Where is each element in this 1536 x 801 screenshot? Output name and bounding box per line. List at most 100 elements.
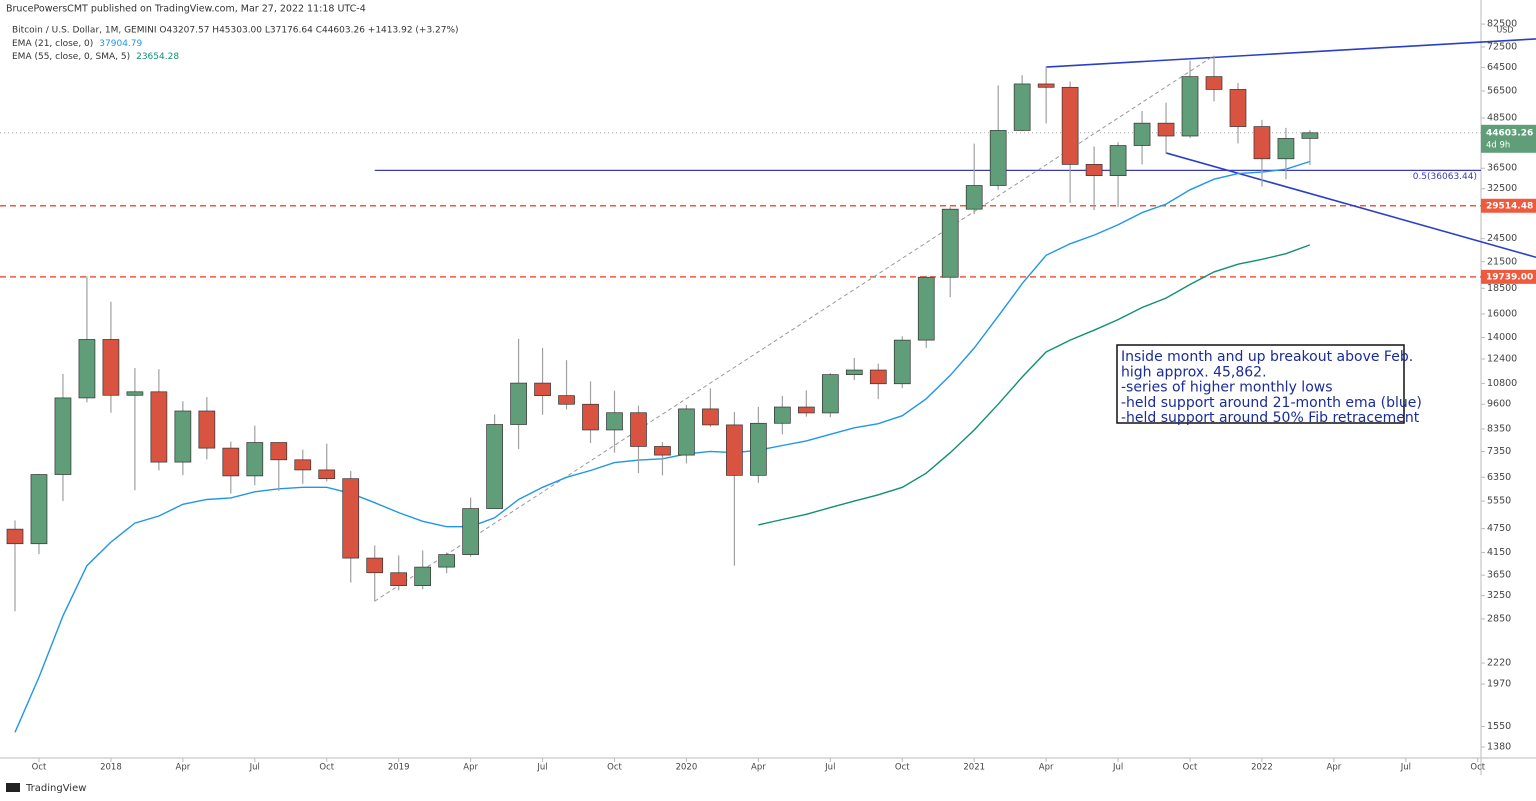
- candle-body: [1301, 132, 1319, 139]
- candle-body: [6, 528, 24, 545]
- candle-body: [845, 369, 863, 376]
- y-tick-label: 6350: [1487, 472, 1511, 483]
- candle-body: [1181, 76, 1199, 137]
- candle-body: [797, 406, 815, 414]
- candle-body: [1109, 145, 1127, 176]
- candle-body: [965, 185, 983, 210]
- annotation-line: Inside month and up breakout above Feb.: [1121, 349, 1413, 365]
- y-tick-label: 4750: [1487, 523, 1511, 534]
- y-tick-label: 21500: [1487, 256, 1517, 267]
- x-tick-label: 2021: [963, 763, 985, 773]
- y-tick-label: 36500: [1487, 163, 1517, 174]
- x-tick-label: Oct: [607, 763, 622, 773]
- candle-body: [222, 447, 240, 477]
- y-tick-label: 18500: [1487, 283, 1517, 294]
- trendline: [374, 55, 1215, 602]
- trendline: [1046, 38, 1536, 68]
- y-tick-label: 10800: [1487, 378, 1517, 389]
- candle-body: [1085, 164, 1103, 176]
- candle-body: [917, 276, 935, 341]
- y-tick-label: 12400: [1487, 354, 1517, 365]
- candle-body: [630, 412, 647, 447]
- candle-body: [1277, 138, 1295, 160]
- candle-body: [1205, 76, 1223, 90]
- candle-body: [750, 422, 767, 476]
- candle-body: [989, 130, 1007, 186]
- y-tick-label: 1970: [1487, 679, 1511, 690]
- x-tick-label: 2022: [1251, 763, 1273, 773]
- y-tick-label: 5550: [1487, 496, 1511, 507]
- candle-body: [198, 410, 216, 449]
- candle-body: [893, 339, 911, 385]
- candle-body: [678, 408, 695, 456]
- legend-entry: EMA (55, close, 0, SMA, 5) 23654.28: [12, 52, 179, 62]
- annotation-box: [1116, 344, 1405, 424]
- candle-body: [869, 369, 887, 385]
- fib-label: 0.5(36063.44): [1413, 172, 1477, 182]
- footer: TradingView: [25, 783, 86, 794]
- x-tick-label: Jul: [824, 763, 835, 773]
- annotation-line: -held support around 50% Fib retracement: [1121, 410, 1420, 426]
- annotation-line: high approx. 45,862.: [1121, 364, 1267, 380]
- y-tick-label: 1380: [1487, 742, 1511, 753]
- candle-body: [270, 442, 288, 461]
- y-tick-label: 56500: [1487, 86, 1517, 97]
- candle-body: [1061, 86, 1079, 165]
- candle-body: [821, 374, 839, 414]
- x-tick-label: Apr: [1327, 763, 1342, 773]
- x-tick-label: 2019: [388, 763, 410, 773]
- x-tick-label: Oct: [32, 763, 47, 773]
- y-tick-label: 14000: [1487, 332, 1517, 343]
- x-tick-label: Oct: [1183, 763, 1198, 773]
- price-label-box: [1481, 198, 1536, 213]
- price-label: 29514.48: [1486, 201, 1533, 211]
- candle-body: [582, 403, 599, 431]
- candle-body: [941, 208, 959, 278]
- candle-body: [462, 508, 479, 555]
- candle-body: [1013, 83, 1031, 131]
- logo: [6, 783, 20, 792]
- y-tick-label: 3250: [1487, 590, 1511, 601]
- candle-body: [318, 469, 336, 480]
- currency: USD: [1496, 26, 1513, 35]
- price-label-box: [1481, 269, 1536, 284]
- symbol-legend: Bitcoin / U.S. Dollar, 1M, GEMINI O43207…: [12, 26, 459, 36]
- candle-body: [126, 391, 144, 396]
- candle-body: [510, 382, 527, 425]
- x-tick-label: Apr: [463, 763, 478, 773]
- x-tick-label: Apr: [176, 763, 191, 773]
- candle-body: [390, 572, 408, 586]
- countdown: 4d 9h: [1486, 140, 1510, 150]
- candle-body: [174, 410, 192, 463]
- y-tick-label: 82500: [1487, 19, 1517, 30]
- legend-name: EMA (55, close, 0, SMA, 5): [12, 52, 130, 62]
- candle-body: [654, 446, 671, 456]
- x-tick-label: Jul: [1400, 763, 1411, 773]
- x-tick-label: Apr: [751, 763, 766, 773]
- candle-body: [606, 412, 623, 431]
- x-tick-label: Jul: [536, 763, 547, 773]
- y-tick-label: 64500: [1487, 62, 1517, 73]
- annotation-line: -series of higher monthly lows: [1121, 380, 1333, 396]
- y-tick-label: 2850: [1487, 613, 1511, 624]
- candle-body: [702, 408, 719, 426]
- legend-entry: EMA (21, close, 0) 37904.79: [12, 39, 143, 49]
- candle-body: [294, 459, 312, 471]
- legend-name: EMA (21, close, 0): [12, 39, 93, 49]
- candle-body: [486, 424, 503, 509]
- candle-body: [30, 474, 48, 545]
- y-tick-label: 4150: [1487, 547, 1511, 558]
- y-tick-label: 48500: [1487, 112, 1517, 123]
- candle-body: [54, 397, 72, 475]
- legend-value: 23654.28: [136, 52, 179, 62]
- y-tick-label: 72500: [1487, 41, 1517, 52]
- candle-body: [246, 442, 264, 477]
- candle-body: [366, 557, 384, 574]
- last-price-label: 44603.26: [1486, 128, 1533, 138]
- x-tick-label: Oct: [1470, 763, 1485, 773]
- x-tick-label: Jul: [249, 763, 260, 773]
- last-price-box: [1481, 124, 1536, 153]
- y-tick-label: 2220: [1487, 658, 1511, 669]
- trendline: [1165, 152, 1536, 259]
